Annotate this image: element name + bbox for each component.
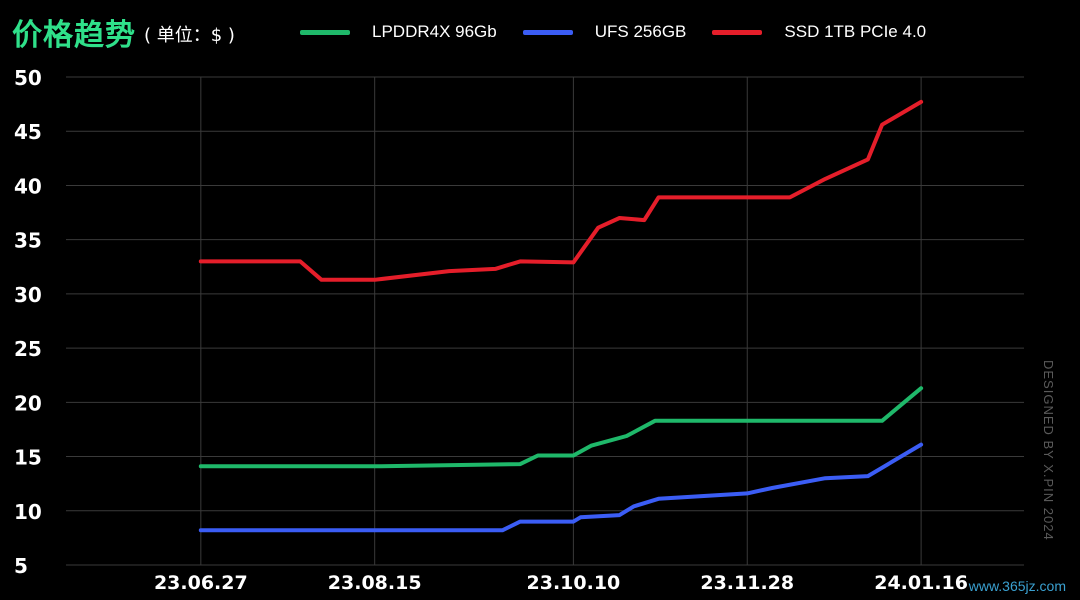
y-tick-label: 35 [14,229,42,253]
y-tick-label: 45 [14,120,42,144]
legend-label-ufs: UFS 256GB [594,22,687,41]
x-tick-label: 23.11.28 [700,572,794,594]
legend-swatch-lpddr4x [300,29,350,35]
y-tick-label: 25 [14,337,42,361]
legend-swatch-ssd [712,29,763,35]
y-tick-label: 50 [14,66,42,90]
chart-title: 价格趋势 [12,18,136,53]
unit-label: ( 单位：$ ) [144,25,235,46]
legend-item-lpddr4x: LPDDR4X 96Gb [300,22,497,42]
chart-legend: LPDDR4X 96Gb UFS 256GB SSD 1TB PCIe 4.0 [300,22,952,42]
designer-watermark: DESIGNED BY X.PIN 2024 [1041,360,1056,541]
y-tick-label: 5 [14,554,28,578]
legend-item-ufs: UFS 256GB [522,22,687,42]
x-tick-label: 23.10.10 [527,572,621,594]
x-tick-label: 24.01.16 [874,572,968,594]
legend-label-ssd: SSD 1TB PCIe 4.0 [784,22,927,41]
chart-header: 价格趋势 ( 单位：$ ) [12,10,235,54]
y-tick-label: 30 [14,283,42,307]
x-tick-label: 23.06.27 [154,572,248,594]
series-line-lpddr4x [198,386,924,469]
x-tick-label: 23.08.15 [328,572,422,594]
legend-label-lpddr4x: LPDDR4X 96Gb [372,22,497,41]
legend-item-ssd: SSD 1TB PCIe 4.0 [712,22,926,42]
site-watermark: www.365jz.com [968,578,1066,594]
y-tick-label: 20 [14,391,42,415]
y-tick-label: 10 [14,500,42,524]
series-line-ssd [198,99,924,282]
y-tick-label: 15 [14,446,42,470]
y-tick-label: 40 [14,174,42,198]
legend-swatch-ufs [522,29,573,35]
